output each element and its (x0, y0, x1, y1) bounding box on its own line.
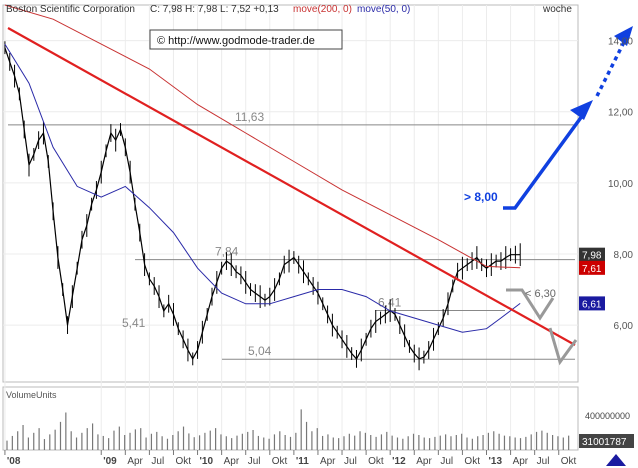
price-tag-label: 7,98 (582, 251, 602, 262)
x-tick-label: Apr (127, 456, 143, 467)
x-tick-label: Jul (344, 456, 357, 467)
volume-bars (6, 409, 570, 450)
watermark: © http://www.godmode-trader.de (157, 35, 315, 47)
y-tick-label: 8,00 (614, 250, 634, 261)
y-tick-label: 12,00 (608, 108, 633, 119)
level-label: 7,84 (215, 245, 239, 259)
x-tick-label: '11 (296, 456, 309, 467)
x-tick-label: Apr (224, 456, 240, 467)
volume-last-tag-bg (579, 434, 634, 448)
forecast-arrow-head (570, 100, 593, 120)
y-tick-label: 10,00 (608, 179, 633, 190)
x-tick-label: Okt (368, 456, 384, 467)
x-tick-label: Jul (151, 456, 164, 467)
x-tick-label: '12 (392, 456, 406, 467)
x-tick-label: '13 (489, 456, 503, 467)
level-label: 11,63 (235, 110, 264, 124)
annotation-below-6-30: < 6,30 (525, 288, 556, 300)
volume-last-value: 31001787 (582, 437, 627, 448)
text-layer: Boston Scientific Corporation C: 7,98 H:… (6, 4, 634, 448)
x-tick-label: Apr (513, 456, 529, 467)
y-tick-label: 14,00 (608, 37, 633, 48)
downtrend-line (7, 27, 576, 346)
header-ma200-label: move(200, 0) (293, 4, 352, 15)
header-quote: C: 7,98 H: 7,98 L: 7,52 +0,13 (150, 4, 279, 15)
price-tag-bg (579, 260, 605, 275)
x-tick-label: '08 (7, 456, 21, 467)
x-tick-label: '10 (200, 456, 214, 467)
series-lines (4, 4, 521, 371)
forecast-dotted-arrow-head (614, 26, 633, 46)
scroll-arrow-icon[interactable] (606, 454, 626, 466)
series-line-1 (4, 4, 521, 269)
annotation-target-8: > 8,00 (464, 190, 498, 204)
volume-tick: 400000000 (585, 411, 630, 421)
series-line-2 (4, 43, 521, 333)
annotation-5-41: 5,41 (122, 316, 146, 330)
x-tick-label: Apr (416, 456, 432, 467)
y-axis-ticks: 14,00 12,00 10,00 8,00 6,00 (608, 37, 633, 333)
x-axis-ticks: '08 '09 Apr Jul Okt '10 Apr Jul Okt '11 Apr Jul Okt '… (4, 450, 577, 467)
price-tag-label: 6,61 (582, 299, 602, 310)
x-tick-label: Apr (320, 456, 336, 467)
bear-scenario-mark-2 (548, 327, 578, 366)
forecast-arrow-path (503, 110, 587, 210)
price-tag-bg (579, 247, 605, 262)
price-tag-bg (579, 296, 605, 311)
price-tags: 7,98 7,61 6,61 (579, 247, 605, 311)
bear-scenario-mark-1 (506, 288, 555, 321)
level-lines: 11,637,846,415,04 (8, 110, 575, 360)
x-tick-label: Okt (464, 456, 480, 467)
forecast-dotted-extension (595, 39, 627, 97)
x-tick-label: Okt (175, 456, 191, 467)
period-label: woche (542, 4, 572, 15)
main-plot-frame (2, 4, 579, 383)
level-label: 5,04 (248, 344, 272, 358)
series-line-0 (4, 47, 521, 361)
x-tick-label: Jul (248, 456, 261, 467)
x-tick-label: Jul (440, 456, 453, 467)
x-tick-label: Jul (537, 456, 550, 467)
grid-layer (3, 5, 578, 450)
price-tag-label: 7,61 (582, 264, 602, 275)
x-tick-label: Okt (561, 456, 577, 467)
watermark-box (149, 29, 343, 50)
header-title: Boston Scientific Corporation (6, 4, 135, 15)
x-tick-label: Okt (272, 456, 288, 467)
x-tick-label: '09 (103, 456, 117, 467)
volume-label: VolumeUnits (6, 390, 57, 400)
y-tick-label: 6,00 (614, 321, 634, 332)
header-ma50-label: move(50, 0) (357, 4, 410, 15)
